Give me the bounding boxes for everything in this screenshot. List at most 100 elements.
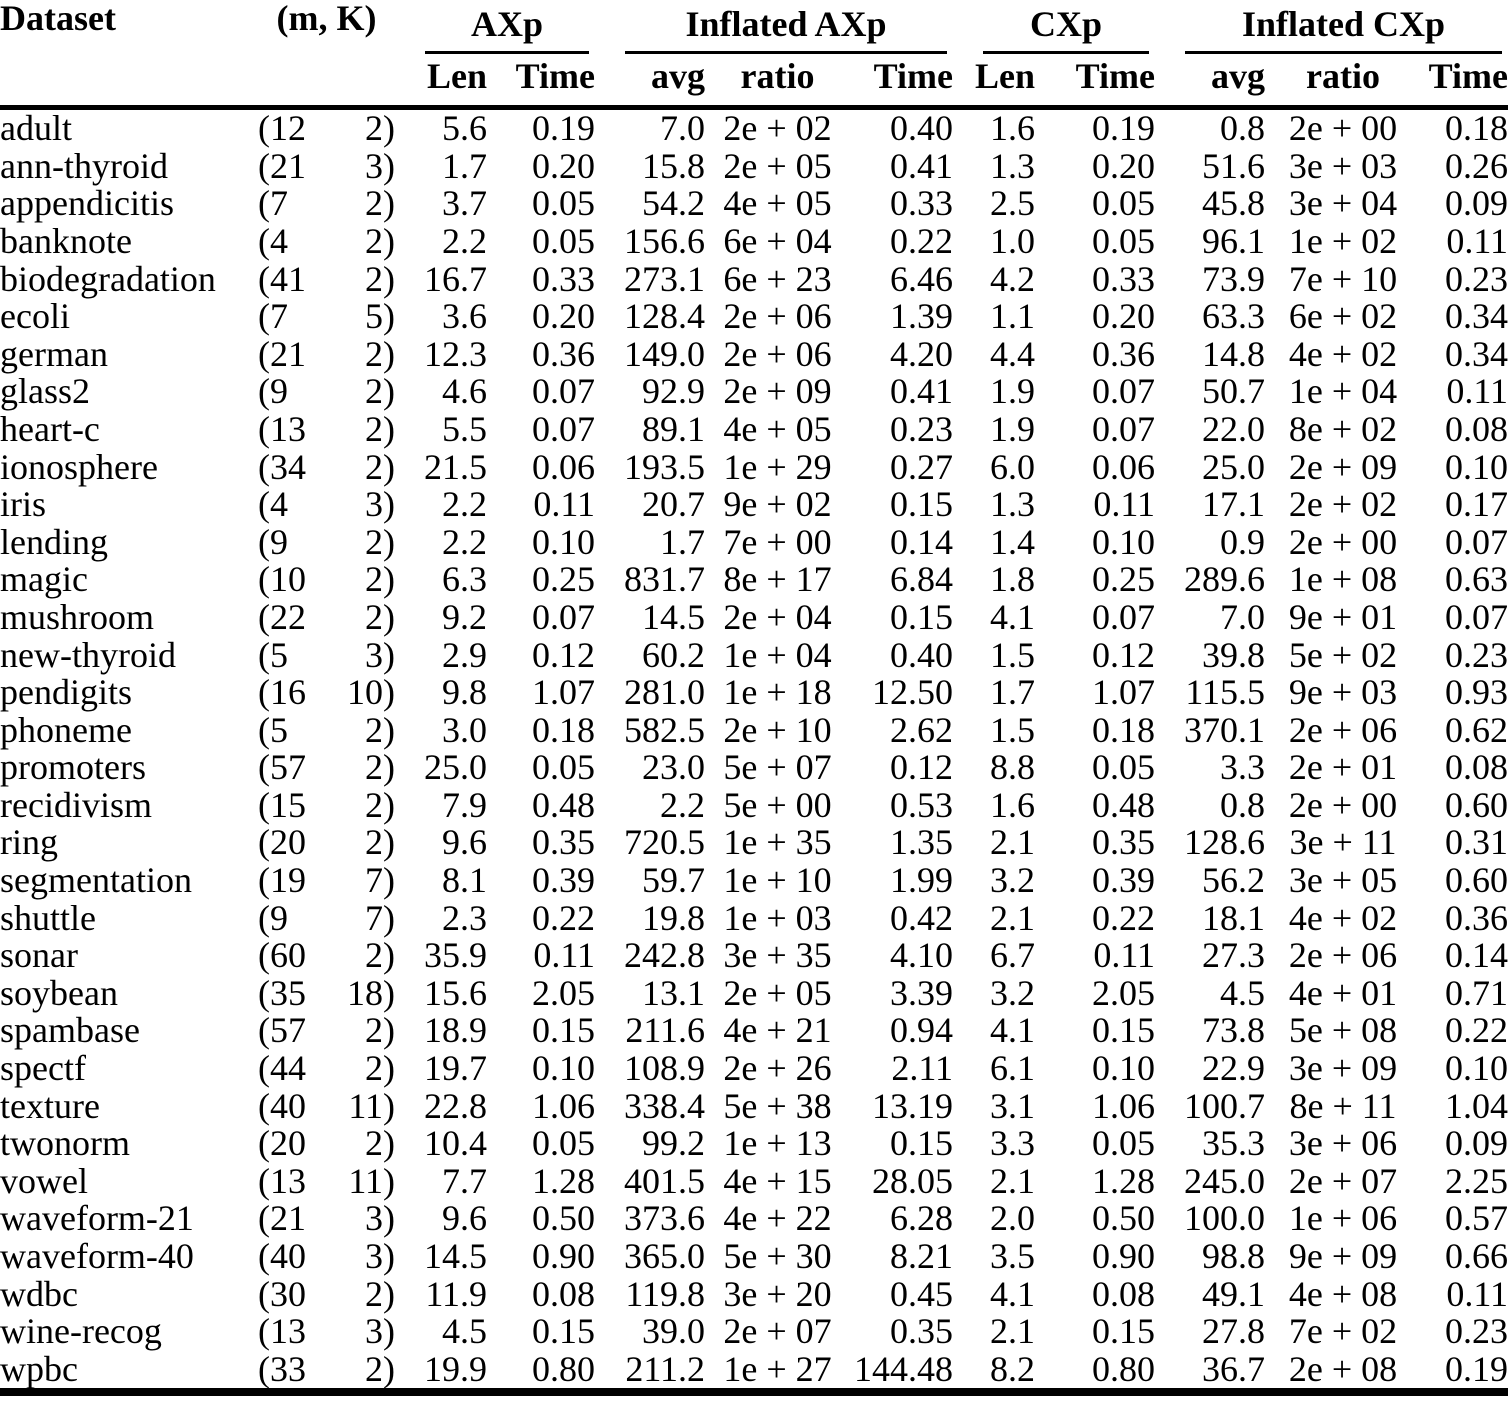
cell-icxp-avg: 49.1 bbox=[1202, 1273, 1265, 1314]
cell-cxp-time: 0.06 bbox=[1092, 446, 1155, 487]
table-row: shuttle (9 7) 2.3 0.22 19.8 1e + 03 0.42 2.1 0.22… bbox=[0, 897, 1508, 938]
cell-m: (5 bbox=[258, 634, 288, 675]
cell-dataset: spectf bbox=[0, 1048, 86, 1089]
cell-icxp-time: 0.23 bbox=[1445, 258, 1508, 299]
cell-axp-len: 35.9 bbox=[424, 935, 487, 976]
cell-k: 2) bbox=[365, 183, 395, 224]
cell-iaxp-time: 6.84 bbox=[890, 559, 953, 600]
cell-cxp-time: 0.12 bbox=[1092, 634, 1155, 675]
cell-icxp-time: 0.57 bbox=[1445, 1198, 1508, 1239]
cell-iaxp-ratio: 2e + 05 bbox=[723, 972, 832, 1013]
cell-iaxp-ratio: 9e + 02 bbox=[723, 484, 832, 525]
cell-m: (21 bbox=[258, 333, 306, 374]
cell-cxp-time: 0.48 bbox=[1092, 784, 1155, 825]
cell-cxp-len: 2.1 bbox=[990, 1160, 1035, 1201]
table-row: appendicitis (7 2) 3.7 0.05 54.2 4e + 05 0.33 2.… bbox=[0, 185, 1508, 223]
cell-icxp-ratio: 7e + 02 bbox=[1288, 1311, 1398, 1352]
cell-iaxp-time: 4.20 bbox=[890, 333, 953, 374]
cell-axp-len: 3.0 bbox=[442, 709, 487, 750]
cell-icxp-time: 0.93 bbox=[1445, 672, 1508, 713]
cell-iaxp-avg: 23.0 bbox=[642, 747, 705, 788]
cell-k: 2) bbox=[365, 521, 395, 562]
cell-axp-len: 5.6 bbox=[442, 108, 487, 149]
cell-cxp-time: 0.80 bbox=[1092, 1348, 1155, 1389]
table-row: waveform-21 (21 3) 9.6 0.50 373.6 4e + 22 6.28 2… bbox=[0, 1200, 1508, 1238]
cell-k: 2) bbox=[365, 333, 395, 374]
cell-k: 3) bbox=[365, 634, 395, 675]
cell-axp-time: 0.07 bbox=[532, 596, 595, 637]
cell-icxp-ratio: 9e + 01 bbox=[1288, 596, 1398, 637]
cell-iaxp-avg: 582.5 bbox=[624, 709, 705, 750]
table-row: german (21 2) 12.3 0.36 149.0 2e + 06 4.20 4.4 0.… bbox=[0, 333, 1508, 374]
cell-icxp-avg: 50.7 bbox=[1202, 371, 1265, 412]
cell-cxp-len: 1.4 bbox=[990, 521, 1035, 562]
cell-axp-time: 0.10 bbox=[532, 1048, 595, 1089]
cell-axp-len: 5.5 bbox=[442, 408, 487, 449]
cell-iaxp-avg: 365.0 bbox=[624, 1236, 705, 1276]
cell-icxp-ratio: 1e + 04 bbox=[1288, 371, 1398, 412]
cell-icxp-ratio: 2e + 08 bbox=[1288, 1348, 1398, 1389]
cell-axp-time: 0.15 bbox=[532, 1311, 595, 1352]
group-header-cxp: CXp bbox=[953, 0, 1155, 54]
cell-icxp-avg: 45.8 bbox=[1202, 183, 1265, 224]
cell-dataset: wdbc bbox=[0, 1273, 78, 1314]
cell-cxp-len: 4.1 bbox=[990, 596, 1035, 637]
cell-icxp-ratio: 2e + 00 bbox=[1288, 108, 1398, 149]
cell-iaxp-ratio: 1e + 35 bbox=[723, 822, 832, 863]
cell-icxp-ratio: 2e + 07 bbox=[1288, 1160, 1398, 1201]
cell-k: 3) bbox=[365, 484, 395, 525]
cell-dataset: vowel bbox=[0, 1160, 88, 1201]
cell-icxp-avg: 4.5 bbox=[1220, 972, 1265, 1013]
cell-dataset: new-thyroid bbox=[0, 634, 176, 675]
cell-k: 2) bbox=[365, 935, 395, 976]
col-header-dataset: Dataset bbox=[0, 0, 258, 111]
cell-axp-time: 0.10 bbox=[532, 521, 595, 562]
cell-cxp-time: 0.07 bbox=[1092, 371, 1155, 412]
cell-icxp-time: 0.17 bbox=[1445, 484, 1508, 525]
cell-cxp-len: 4.2 bbox=[990, 258, 1035, 299]
cell-k: 2) bbox=[365, 596, 395, 637]
cell-cxp-len: 2.1 bbox=[990, 897, 1035, 938]
cell-k: 3) bbox=[365, 1311, 395, 1352]
cell-cxp-len: 1.5 bbox=[990, 709, 1035, 750]
cell-dataset: waveform-21 bbox=[0, 1198, 194, 1239]
cell-iaxp-time: 2.62 bbox=[890, 709, 953, 750]
cell-axp-len: 19.7 bbox=[424, 1048, 487, 1089]
cell-icxp-time: 0.07 bbox=[1445, 521, 1508, 562]
cell-iaxp-ratio: 1e + 18 bbox=[723, 672, 832, 713]
table-row: wdbc (30 2) 11.9 0.08 119.8 3e + 20 0.45 4.1 0.08… bbox=[0, 1273, 1508, 1314]
cell-icxp-ratio: 3e + 03 bbox=[1288, 145, 1398, 186]
cell-cxp-time: 0.39 bbox=[1092, 860, 1155, 901]
cell-icxp-time: 0.62 bbox=[1445, 709, 1508, 750]
cell-m: (57 bbox=[258, 747, 306, 788]
cell-axp-time: 0.36 bbox=[532, 333, 595, 374]
cell-icxp-time: 0.19 bbox=[1445, 1348, 1508, 1389]
cell-axp-len: 9.6 bbox=[442, 822, 487, 863]
cell-iaxp-avg: 831.7 bbox=[624, 559, 705, 600]
cell-iaxp-avg: 193.5 bbox=[624, 446, 705, 487]
cell-axp-len: 25.0 bbox=[424, 747, 487, 788]
cell-dataset: phoneme bbox=[0, 709, 132, 750]
cell-dataset: ann-thyroid bbox=[0, 145, 168, 186]
cell-dataset: shuttle bbox=[0, 897, 96, 938]
cell-m: (9 bbox=[258, 521, 288, 562]
cell-cxp-time: 0.15 bbox=[1092, 1311, 1155, 1352]
cell-iaxp-ratio: 4e + 05 bbox=[723, 183, 832, 224]
cell-m: (12 bbox=[258, 108, 306, 149]
cell-iaxp-time: 13.19 bbox=[872, 1085, 953, 1126]
cell-m: (35 bbox=[258, 972, 306, 1013]
cell-m: (20 bbox=[258, 822, 306, 863]
cell-cxp-len: 1.6 bbox=[990, 784, 1035, 825]
cell-cxp-len: 1.1 bbox=[990, 296, 1035, 337]
group-header-inflated-axp: Inflated AXp bbox=[595, 0, 953, 54]
cell-cxp-len: 6.1 bbox=[990, 1048, 1035, 1089]
cell-k: 3) bbox=[365, 1236, 395, 1276]
group-header-row: Dataset (m, K) AXp Inflated AXp CXp Infl… bbox=[0, 0, 1508, 111]
cell-iaxp-ratio: 2e + 26 bbox=[723, 1048, 832, 1089]
table-row: sonar (60 2) 35.9 0.11 242.8 3e + 35 4.10 6.7 0.1… bbox=[0, 937, 1508, 975]
cell-icxp-avg: 7.0 bbox=[1220, 596, 1265, 637]
cell-cxp-time: 1.06 bbox=[1092, 1085, 1155, 1126]
cell-icxp-ratio: 2e + 02 bbox=[1288, 484, 1398, 525]
cell-k: 2) bbox=[365, 747, 395, 788]
cell-cxp-len: 1.7 bbox=[990, 672, 1035, 713]
